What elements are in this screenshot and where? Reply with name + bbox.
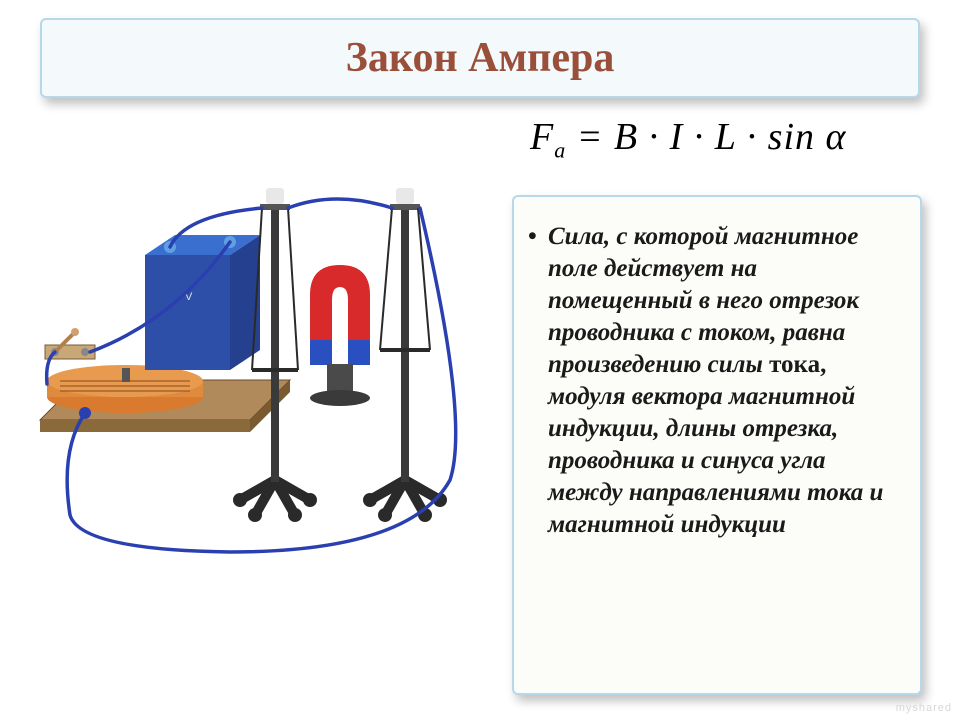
watermark: myshared: [896, 702, 952, 714]
stand-right-icon: [363, 188, 447, 522]
definition-upright: тока,: [769, 351, 826, 378]
title-panel: Закон Ампера: [40, 18, 920, 98]
formula-rhs: = B · I · L · sin α: [566, 116, 846, 158]
formula-sub: a: [554, 138, 566, 163]
battery-icon: V: [145, 235, 260, 370]
definition-item: Сила, с которой магнитное поле действует…: [548, 221, 902, 541]
formula: Fa = B · I · L · sin α: [530, 115, 846, 164]
definition-panel: Сила, с которой магнитное поле действует…: [512, 195, 922, 695]
definition-text-post: модуля вектора магнитной индукции, длины…: [548, 383, 883, 538]
magnet-icon: [310, 265, 370, 406]
apparatus-illustration: V: [30, 120, 510, 560]
formula-F: F: [530, 116, 554, 158]
page-title: Закон Ампера: [346, 34, 615, 82]
